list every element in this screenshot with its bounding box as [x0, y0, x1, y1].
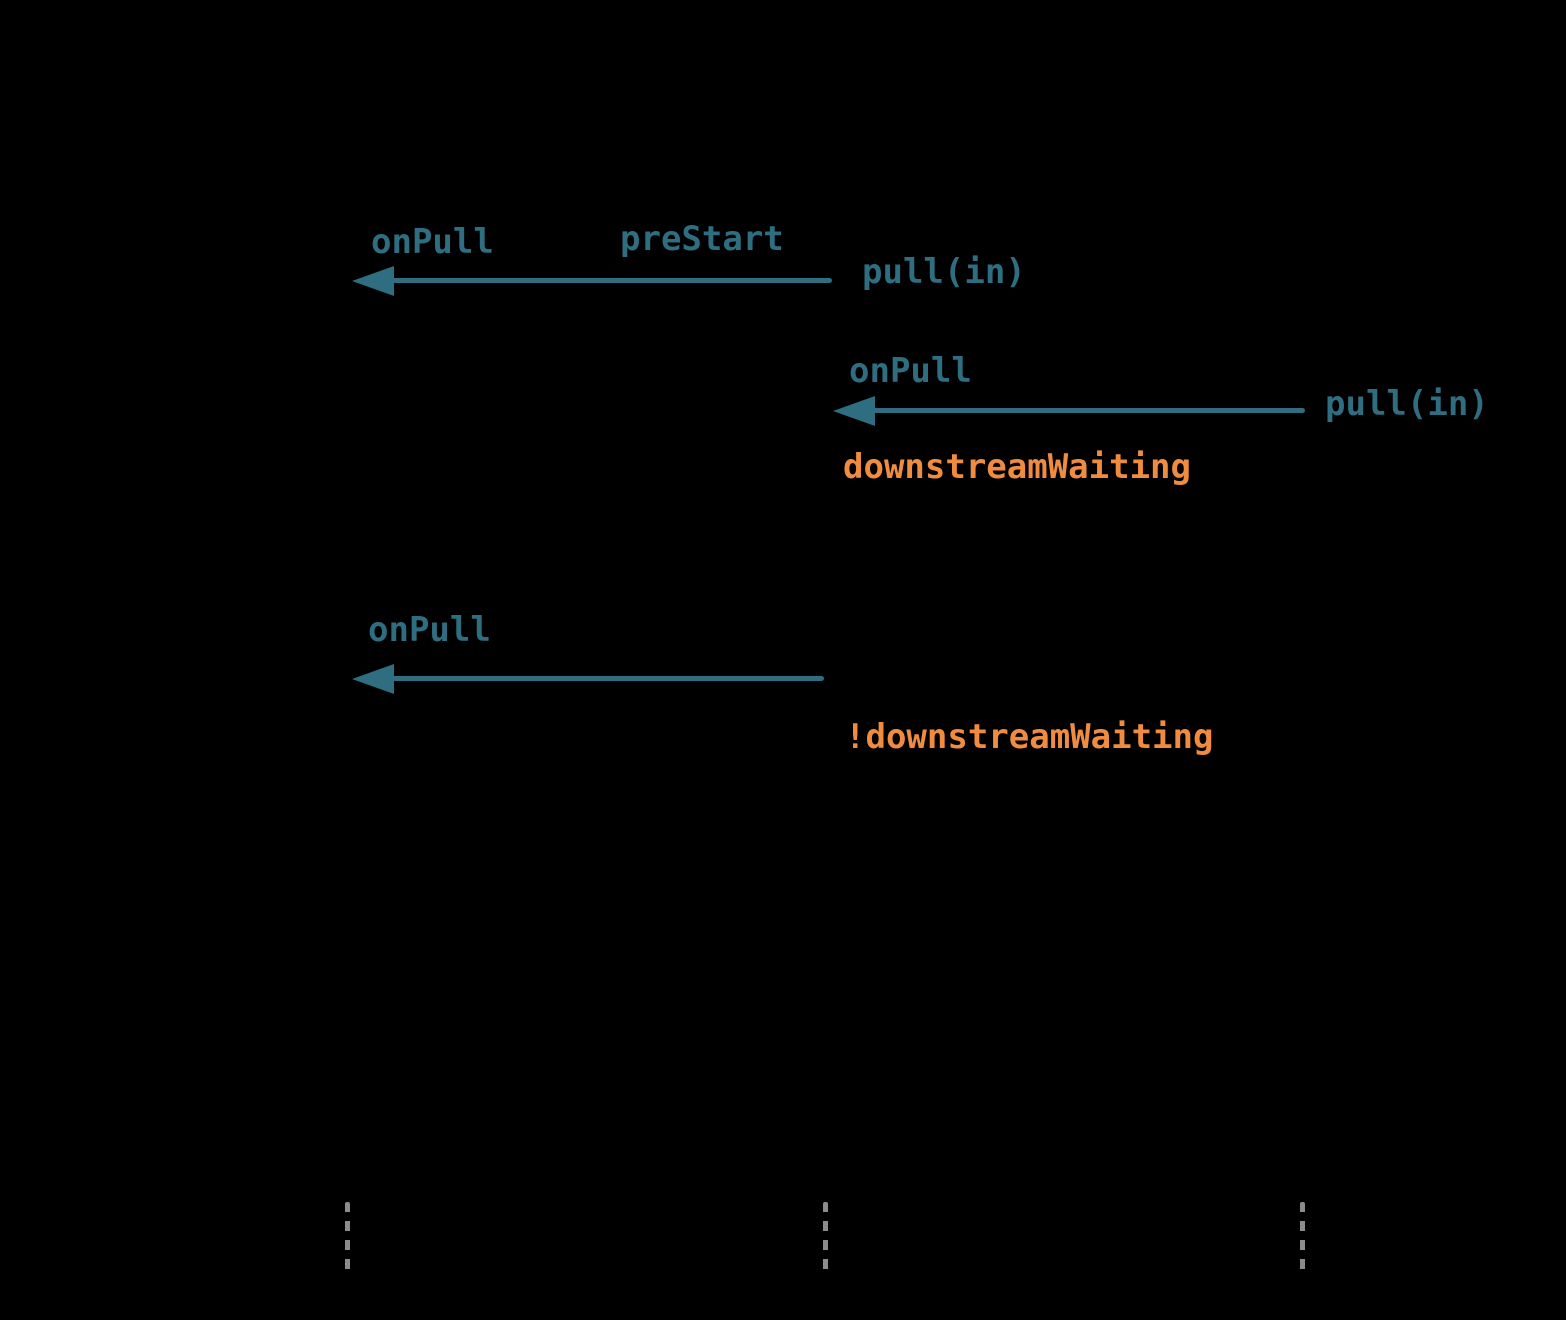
call-label-pull-in-2: pull(in): [1325, 384, 1489, 424]
call-label-pull-in-1: pull(in): [862, 252, 1026, 292]
lifeline-middle: [823, 1202, 828, 1275]
arrow-shaft: [386, 278, 832, 283]
event-label-onpull-3: onPull: [368, 610, 491, 650]
state-label-not-downstreamwaiting: !downstreamWaiting: [845, 717, 1214, 757]
lifeline-right: [1300, 1202, 1305, 1275]
state-label-downstreamwaiting: downstreamWaiting: [843, 447, 1191, 487]
arrow-shaft: [867, 408, 1305, 413]
event-label-onpull-2: onPull: [849, 351, 972, 391]
event-label-onpull-1: onPull: [371, 222, 494, 262]
message-arrow-3: [352, 664, 824, 694]
callback-label-prestart: preStart: [620, 219, 784, 259]
arrow-shaft: [386, 676, 824, 681]
message-arrow-1: [352, 266, 832, 296]
message-arrow-2: [833, 396, 1305, 426]
lifeline-left: [345, 1202, 350, 1275]
